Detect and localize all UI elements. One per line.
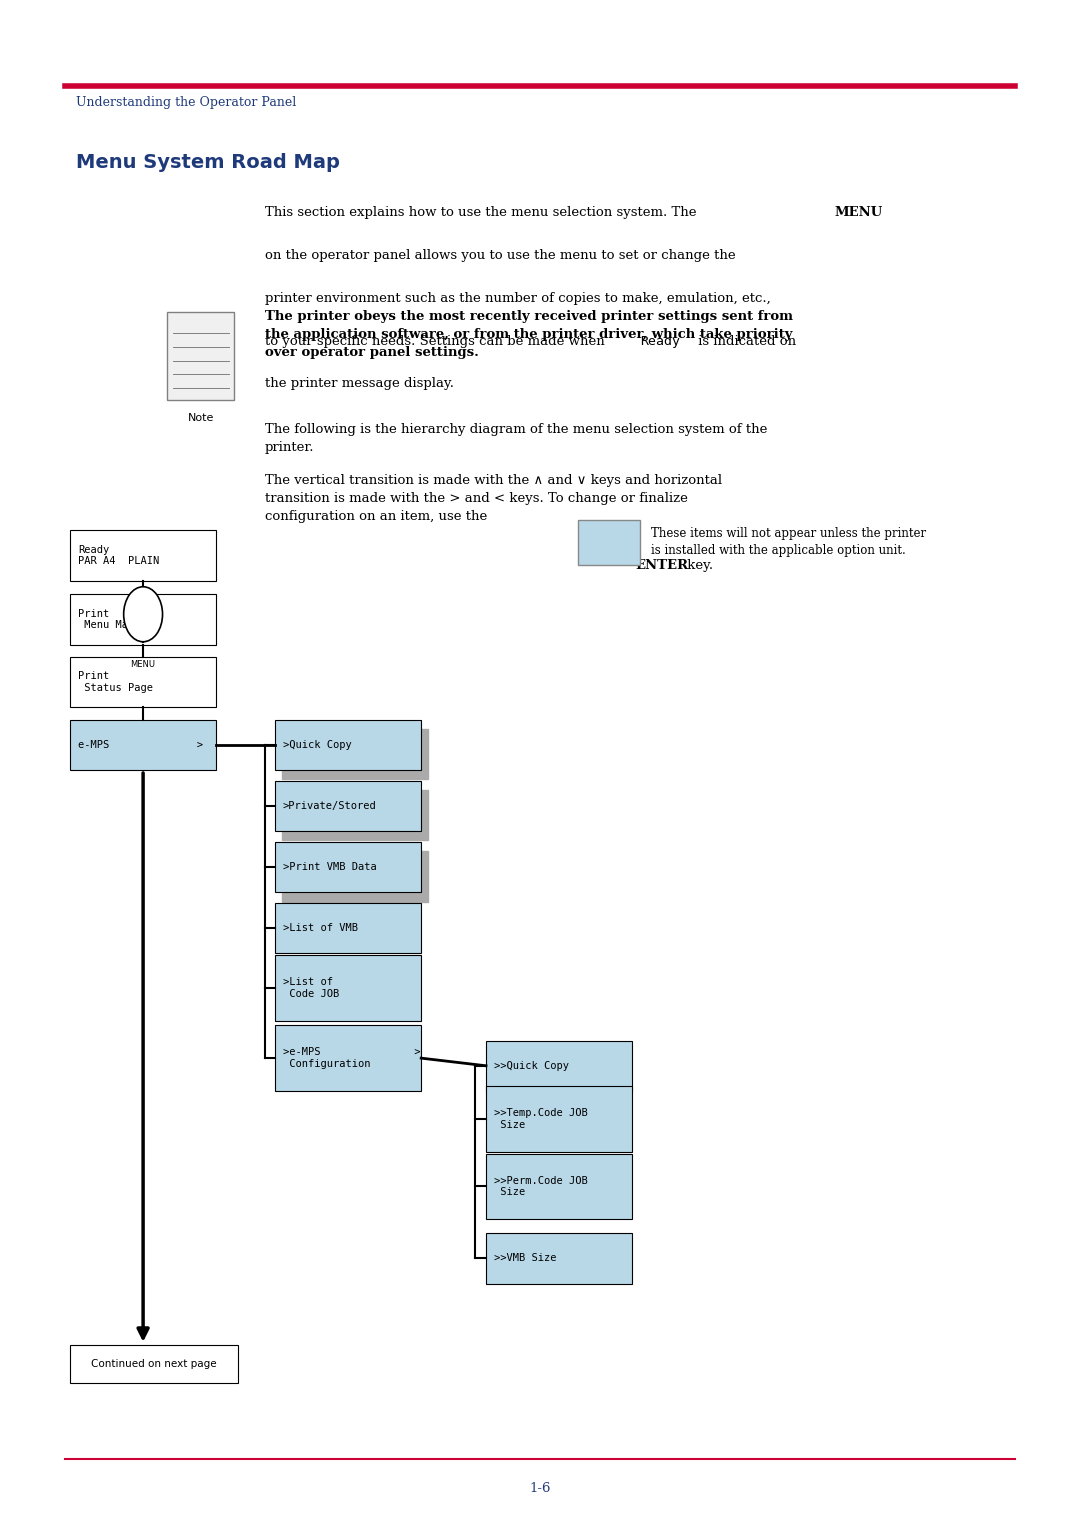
Text: The following is the hierarchy diagram of the menu selection system of the
print: The following is the hierarchy diagram o…: [265, 423, 767, 454]
Text: This section explains how to use the menu selection system. The: This section explains how to use the men…: [265, 206, 700, 220]
Text: printer environment such as the number of copies to make, emulation, etc.,: printer environment such as the number o…: [265, 292, 770, 306]
Text: e-MPS              >: e-MPS >: [78, 740, 203, 750]
Text: >Quick Copy: >Quick Copy: [283, 740, 352, 750]
Text: >Private/Stored: >Private/Stored: [283, 801, 377, 811]
Bar: [167, 312, 234, 400]
Bar: [578, 520, 640, 565]
Text: Ready: Ready: [640, 335, 680, 348]
Text: ENTER: ENTER: [635, 559, 688, 573]
Text: >>VMB Size: >>VMB Size: [494, 1253, 556, 1264]
Text: >Print VMB Data: >Print VMB Data: [283, 862, 377, 872]
Bar: [486, 1086, 632, 1152]
Text: >List of
 Code JOB: >List of Code JOB: [283, 976, 339, 999]
Text: Ready
PAR A4  PLAIN: Ready PAR A4 PLAIN: [78, 544, 159, 567]
Bar: [70, 594, 216, 645]
Text: These items will not appear unless the printer
is installed with the applicable : These items will not appear unless the p…: [651, 527, 927, 558]
Bar: [486, 1041, 632, 1091]
Bar: [275, 955, 421, 1021]
Text: MENU: MENU: [835, 206, 883, 220]
Bar: [275, 720, 421, 770]
Text: >>Perm.Code JOB
 Size: >>Perm.Code JOB Size: [494, 1175, 588, 1198]
Bar: [70, 1345, 238, 1383]
Text: is indicated on: is indicated on: [694, 335, 797, 348]
Bar: [486, 1233, 632, 1284]
Text: to your specific needs. Settings can be made when: to your specific needs. Settings can be …: [265, 335, 609, 348]
Bar: [486, 1154, 632, 1219]
Text: Print
 Menu Map: Print Menu Map: [78, 608, 134, 631]
Text: key.: key.: [683, 559, 713, 573]
Bar: [275, 842, 421, 892]
Bar: [275, 903, 421, 953]
Text: The vertical transition is made with the ∧ and ∨ keys and horizontal
transition : The vertical transition is made with the…: [265, 474, 721, 523]
Bar: [70, 657, 216, 707]
Text: >>Temp.Code JOB
 Size: >>Temp.Code JOB Size: [494, 1108, 588, 1131]
Bar: [70, 720, 216, 770]
Text: 1-6: 1-6: [529, 1482, 551, 1496]
Text: Understanding the Operator Panel: Understanding the Operator Panel: [76, 96, 296, 110]
Text: Note: Note: [188, 413, 214, 423]
Text: on the operator panel allows you to use the menu to set or change the: on the operator panel allows you to use …: [265, 249, 735, 263]
Bar: [275, 1025, 421, 1091]
Circle shape: [123, 587, 162, 642]
Bar: [282, 851, 428, 902]
Text: Menu System Road Map: Menu System Road Map: [76, 153, 339, 171]
Text: Print
 Status Page: Print Status Page: [78, 671, 152, 694]
Text: Continued on next page: Continued on next page: [91, 1358, 217, 1369]
Text: >List of VMB: >List of VMB: [283, 923, 357, 934]
Text: The printer obeys the most recently received printer settings sent from
the appl: The printer obeys the most recently rece…: [265, 310, 793, 359]
Text: >>Quick Copy: >>Quick Copy: [494, 1060, 568, 1071]
Bar: [70, 530, 216, 581]
Text: MENU: MENU: [131, 660, 156, 669]
Bar: [282, 729, 428, 779]
Text: the printer message display.: the printer message display.: [265, 377, 454, 391]
Bar: [275, 781, 421, 831]
Bar: [282, 790, 428, 840]
Text: >e-MPS               >
 Configuration: >e-MPS > Configuration: [283, 1047, 420, 1070]
